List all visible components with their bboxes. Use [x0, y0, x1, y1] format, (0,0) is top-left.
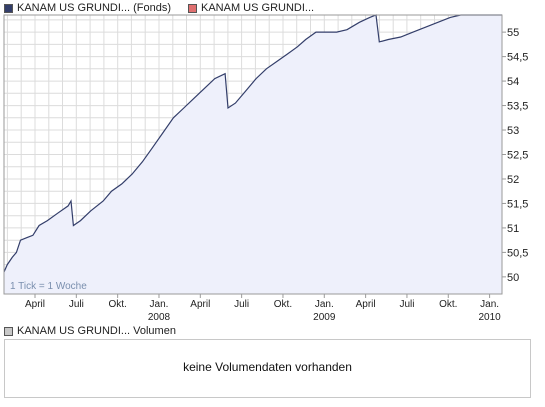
y-tick-label: 51,5 [507, 198, 528, 210]
x-axis-labels: April Juli Okt. Jan. 2008 April Juli Okt. Jan. 20… [25, 294, 501, 323]
price-chart: 1 Tick = 1 Woche 50 50,5 51 51,5 52 52,5 53 53,… [3, 14, 528, 323]
x-year-label: 2009 [313, 312, 336, 323]
y-tick-label: 50,5 [507, 247, 528, 259]
y-tick-label: 55 [507, 27, 519, 39]
y-tick-label: 51 [507, 223, 519, 235]
price-line [3, 14, 502, 273]
x-tick-label: Juli [399, 299, 414, 310]
legend-index: KANAM US GRUNDI... [188, 1, 314, 15]
x-tick-label: April [190, 299, 210, 310]
legend-fonds-swatch [4, 3, 13, 13]
x-tick-label: Jan. [480, 299, 499, 310]
volume-legend-label: KANAM US GRUNDI... Volumen [17, 325, 176, 337]
x-tick-label: Juli [69, 299, 84, 310]
y-tick-label: 52 [507, 174, 519, 186]
y-axis-labels: 50 50,5 51 51,5 52 52,5 53 53,5 54 54,5 55 [502, 27, 528, 284]
legend-index-swatch [188, 3, 197, 13]
x-year-label: 2008 [148, 312, 171, 323]
y-tick-label: 52,5 [507, 150, 528, 162]
y-tick-label: 54 [507, 76, 519, 88]
x-tick-label: Jan. [150, 299, 169, 310]
volume-legend-swatch [4, 326, 13, 336]
volume-panel: keine Volumendaten vorhanden [4, 339, 531, 398]
x-year-label: 2010 [478, 312, 501, 323]
x-tick-label: Okt. [274, 299, 292, 310]
x-tick-label: April [356, 299, 376, 310]
volume-message: keine Volumendaten vorhanden [183, 360, 352, 374]
legend-fonds: KANAM US GRUNDI... (Fonds) [4, 1, 171, 15]
volume-legend: KANAM US GRUNDI... Volumen [4, 324, 176, 338]
y-tick-label: 50 [507, 272, 519, 284]
x-tick-label: Okt. [439, 299, 457, 310]
legend-index-label: KANAM US GRUNDI... [201, 2, 315, 14]
y-tick-label: 53,5 [507, 101, 528, 113]
tick-note: 1 Tick = 1 Woche [10, 281, 87, 292]
y-tick-label: 54,5 [507, 52, 528, 64]
y-tick-label: 53 [507, 125, 519, 137]
x-tick-label: Okt. [108, 299, 126, 310]
price-area [4, 15, 502, 294]
x-tick-label: Juli [234, 299, 249, 310]
x-tick-label: April [25, 299, 45, 310]
legend-fonds-label: KANAM US GRUNDI... (Fonds) [17, 2, 172, 14]
x-tick-label: Jan. [315, 299, 334, 310]
